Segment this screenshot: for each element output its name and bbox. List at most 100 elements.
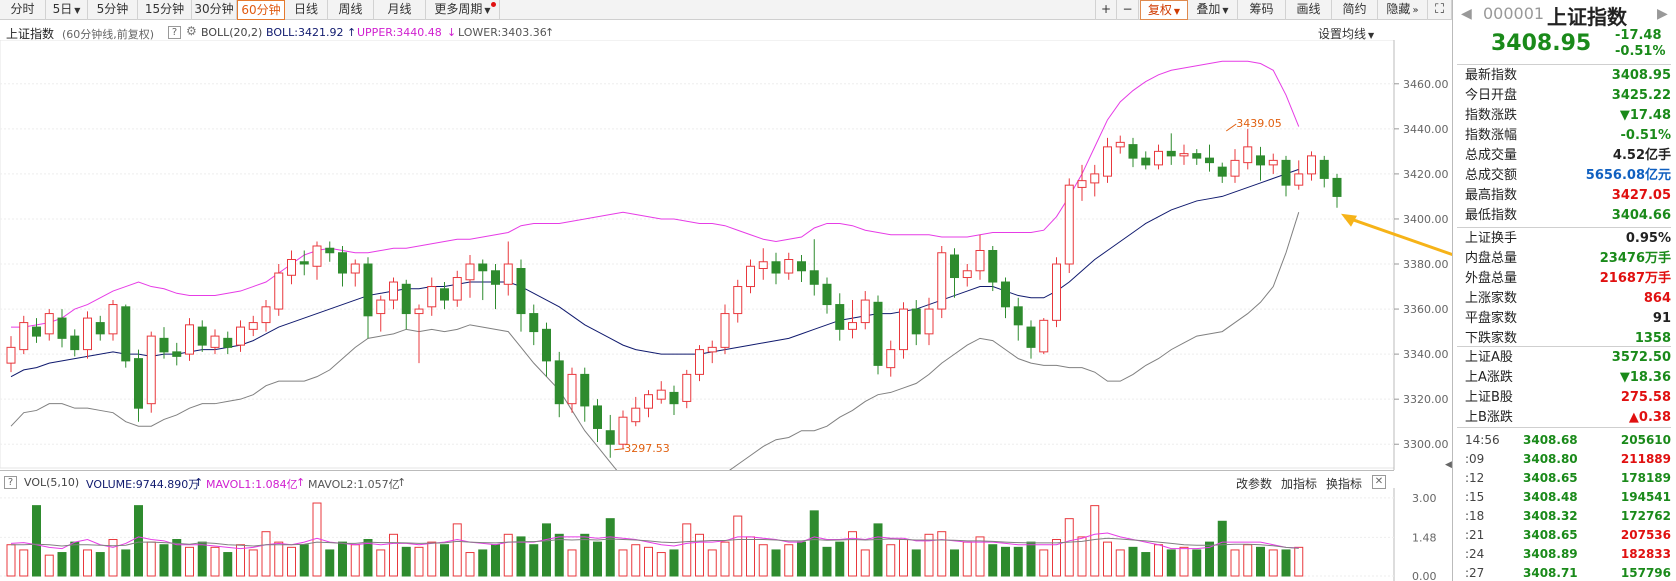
overlay-button[interactable]: 叠加 ▼ bbox=[1188, 0, 1238, 20]
chips-button[interactable]: 筹码 bbox=[1238, 0, 1286, 20]
volume-value: VOLUME:9744.890万 bbox=[86, 478, 200, 491]
up-arrow-icon: ↑ bbox=[194, 476, 204, 489]
volume-bar bbox=[771, 549, 781, 577]
fuquan-button[interactable]: 复权 ▼ bbox=[1140, 0, 1188, 20]
tab-daily[interactable]: 日线 bbox=[285, 0, 328, 20]
candle bbox=[809, 239, 819, 296]
add-indicator-button[interactable]: 加指标 bbox=[1281, 477, 1318, 491]
annotation-leader bbox=[614, 448, 625, 451]
volume-bar bbox=[733, 515, 743, 577]
collapse-arrow-icon[interactable]: ◀ bbox=[1445, 460, 1452, 470]
candle-body bbox=[988, 249, 998, 283]
candle-body bbox=[695, 349, 704, 375]
volume-bar bbox=[975, 536, 985, 577]
vol-indicator-name[interactable]: VOL(5,10) bbox=[24, 476, 80, 489]
volume-chart[interactable]: 0.00 1.48 3.00 bbox=[0, 488, 1452, 581]
candle bbox=[1090, 164, 1100, 197]
tick-volume: 172762 bbox=[1620, 509, 1671, 523]
quote-row: 上B涨跌 ▲0.38 bbox=[1457, 408, 1671, 428]
zoom-in-button[interactable]: + bbox=[1095, 0, 1117, 20]
tab-more-periods[interactable]: 更多周期 ▼ bbox=[426, 0, 500, 20]
tab-60min[interactable]: 60分钟 bbox=[237, 0, 285, 20]
hide-button[interactable]: 隐藏» bbox=[1378, 0, 1428, 20]
help-icon[interactable]: ? bbox=[168, 26, 181, 39]
tab-monthly[interactable]: 月线 bbox=[374, 0, 426, 20]
tab-5day[interactable]: 5日 ▼ bbox=[46, 0, 88, 20]
candle bbox=[312, 241, 322, 280]
volume-bar bbox=[784, 544, 794, 577]
volume-bar bbox=[1039, 549, 1049, 577]
draw-line-button[interactable]: 画线 bbox=[1286, 0, 1332, 20]
volume-bar bbox=[529, 544, 539, 577]
candle-body bbox=[618, 416, 628, 445]
switch-indicator-button[interactable]: 换指标 bbox=[1326, 477, 1363, 491]
candle-body bbox=[669, 391, 679, 405]
ma-settings-button[interactable]: 设置均线 ▼ bbox=[1318, 25, 1374, 42]
candle-body bbox=[516, 268, 526, 315]
help-icon[interactable]: ? bbox=[4, 476, 17, 489]
quote-label: 总成交量 bbox=[1465, 148, 1518, 163]
volume-bar bbox=[1281, 549, 1291, 577]
volume-bar bbox=[567, 549, 577, 577]
candle-body bbox=[554, 360, 564, 405]
tab-5min[interactable]: 5分钟 bbox=[88, 0, 138, 20]
candle-body bbox=[287, 259, 296, 276]
fullscreen-button[interactable]: ⛶ bbox=[1428, 0, 1452, 20]
next-stock-arrow-icon[interactable]: ▶ bbox=[1657, 6, 1668, 22]
zoom-out-button[interactable]: − bbox=[1117, 0, 1139, 20]
tab-15min[interactable]: 15分钟 bbox=[138, 0, 192, 20]
candlestick-chart[interactable]: 3439.05 3297.53 3460.00 3440.00 3420.00 3400… bbox=[0, 40, 1452, 470]
candle bbox=[223, 331, 233, 355]
volume-bar bbox=[618, 549, 628, 577]
change-params-button[interactable]: 改参数 bbox=[1236, 477, 1273, 491]
candle bbox=[1064, 178, 1074, 274]
volume-bar bbox=[886, 544, 896, 577]
tab-label: 30分钟 bbox=[194, 2, 234, 16]
caret-down-icon: ▼ bbox=[484, 6, 491, 15]
pointer-arrow-head bbox=[1341, 213, 1357, 227]
candle bbox=[605, 414, 615, 458]
candle-body bbox=[414, 308, 424, 315]
candle bbox=[452, 270, 462, 307]
volume-bar bbox=[720, 541, 730, 577]
candle-body bbox=[733, 286, 743, 315]
candle bbox=[414, 304, 424, 364]
candle bbox=[57, 309, 67, 348]
tab-30min[interactable]: 30分钟 bbox=[192, 0, 237, 20]
divider bbox=[1457, 227, 1671, 228]
lower-value: LOWER:3403.36 bbox=[458, 26, 547, 39]
quote-value: 4.52亿手 bbox=[1612, 148, 1671, 163]
candle-body bbox=[389, 281, 398, 301]
y-tick-label: 3.00 bbox=[1412, 492, 1437, 505]
tab-fenshi[interactable]: 分时 bbox=[0, 0, 46, 20]
candle-body bbox=[1243, 146, 1253, 164]
divider bbox=[1457, 427, 1671, 428]
candle bbox=[797, 255, 806, 283]
candle bbox=[134, 349, 143, 422]
quote-label: 今日开盘 bbox=[1465, 88, 1518, 103]
candle-body bbox=[121, 306, 131, 362]
candle bbox=[210, 329, 220, 355]
gear-icon[interactable]: ⚙ bbox=[186, 24, 197, 38]
volume-bar bbox=[860, 549, 870, 577]
volume-bar bbox=[580, 533, 590, 577]
candle-body bbox=[962, 270, 972, 279]
caret-down-icon: ▼ bbox=[74, 6, 81, 15]
indicator-name[interactable]: BOLL(20,2) bbox=[201, 26, 263, 39]
candle bbox=[1001, 277, 1010, 319]
tab-weekly[interactable]: 周线 bbox=[328, 0, 374, 20]
candle-body bbox=[1154, 150, 1163, 166]
simple-button[interactable]: 简约 bbox=[1332, 0, 1378, 20]
volume-bar bbox=[1001, 546, 1010, 577]
tick-row: :21 3408.65 207536 bbox=[1457, 525, 1671, 545]
candle-body bbox=[1332, 177, 1342, 197]
prev-stock-arrow-icon[interactable]: ◀ bbox=[1461, 6, 1472, 22]
volume-bar bbox=[108, 539, 118, 577]
candle-body bbox=[911, 308, 921, 335]
tab-label: 15分钟 bbox=[144, 2, 185, 16]
quote-value: 864 bbox=[1643, 291, 1671, 306]
candle-body bbox=[924, 308, 934, 335]
close-icon[interactable]: ✕ bbox=[1372, 475, 1386, 489]
draw-line-label: 画线 bbox=[1296, 2, 1321, 16]
quote-label: 下跌家数 bbox=[1465, 331, 1518, 346]
